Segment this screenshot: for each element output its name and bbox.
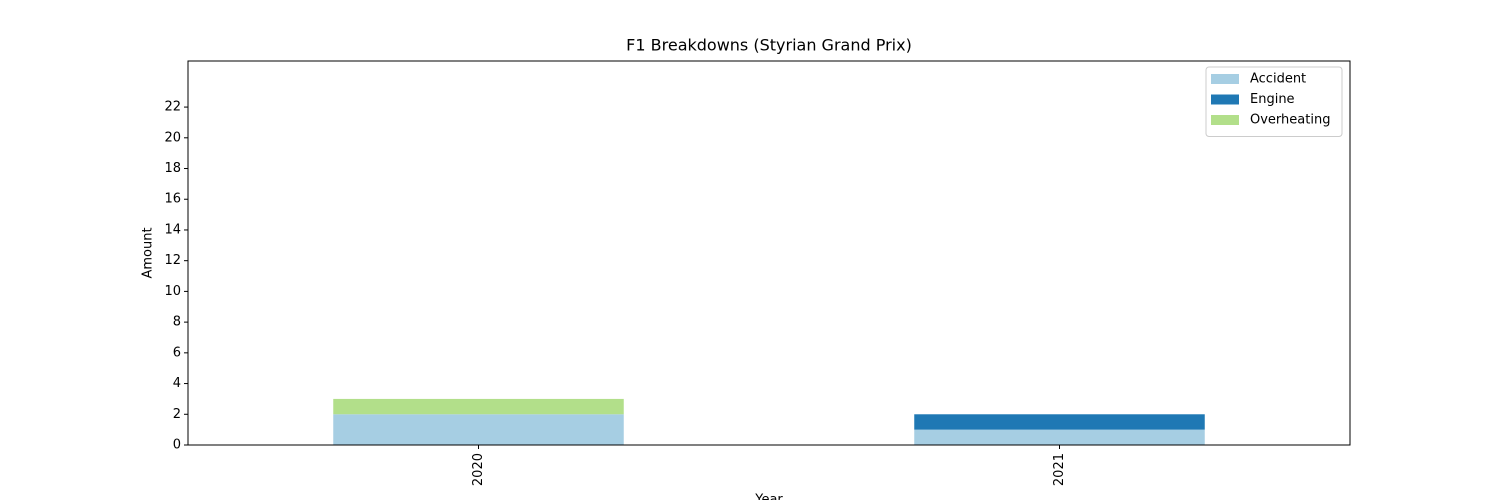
y-tick-label: 4 — [173, 376, 181, 391]
y-axis-label: Amount — [141, 227, 156, 278]
y-tick-label: 2 — [173, 407, 181, 422]
y-tick-label: 10 — [164, 284, 181, 299]
y-tick-label: 8 — [173, 315, 181, 330]
legend-box — [1205, 66, 1343, 137]
y-tick-label: 0 — [173, 438, 181, 453]
legend-swatch — [1211, 115, 1239, 125]
x-tick-label: 2021 — [1052, 453, 1067, 486]
bar-segment — [914, 414, 1205, 430]
bar-segment — [333, 398, 624, 415]
bar-segment — [333, 414, 624, 445]
y-tick-label: 14 — [164, 222, 181, 237]
x-tick-label: 2020 — [471, 453, 486, 486]
legend-swatch — [1211, 74, 1239, 84]
legend-label: Engine — [1250, 92, 1295, 107]
legend-swatch — [1211, 94, 1239, 105]
y-tick-label: 20 — [164, 130, 181, 145]
y-tick-label: 22 — [164, 100, 181, 115]
x-axis-label: Year — [754, 493, 783, 500]
y-tick-label: 18 — [164, 161, 181, 176]
plot-frame — [187, 60, 1351, 446]
bar-segment — [914, 429, 1205, 445]
chart-title: F1 Breakdowns (Styrian Grand Prix) — [626, 36, 912, 55]
y-tick-label: 16 — [164, 192, 181, 207]
legend-label: Overheating — [1250, 113, 1330, 128]
y-tick-label: 12 — [164, 253, 181, 268]
legend-label: Accident — [1250, 72, 1306, 87]
y-tick-label: 6 — [173, 345, 181, 360]
